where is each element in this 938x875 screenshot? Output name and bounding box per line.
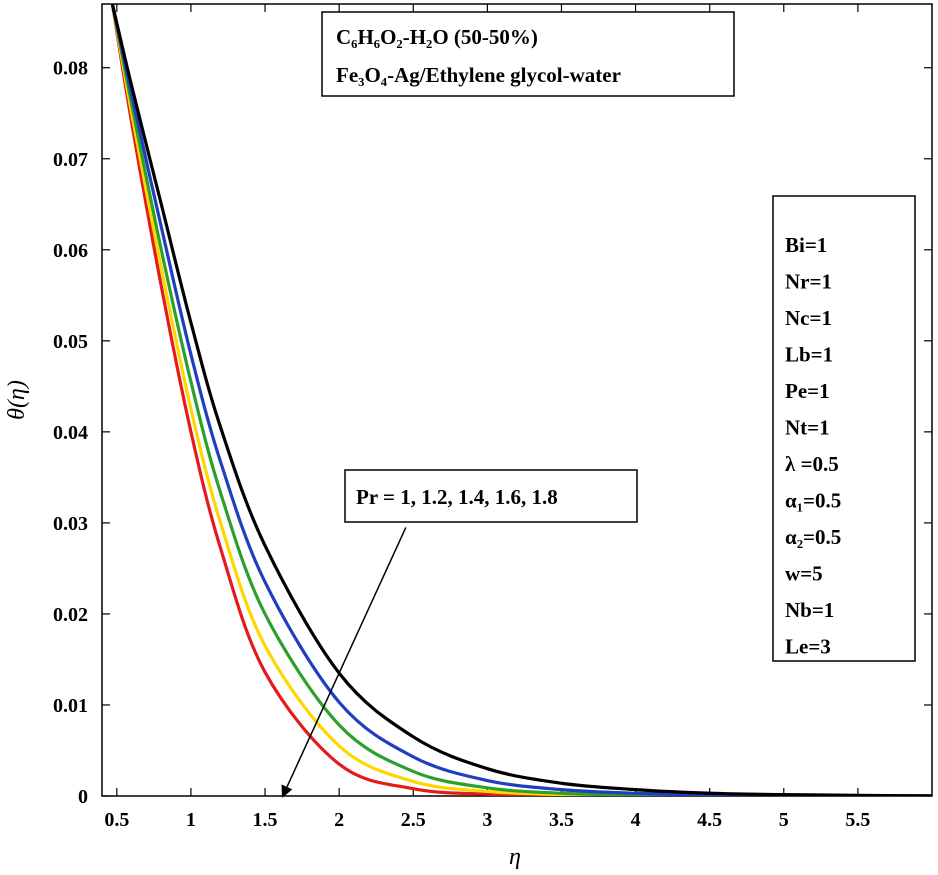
x-tick-label: 0.5 xyxy=(104,809,129,831)
parameter-box-frame xyxy=(772,195,916,662)
y-tick-label: 0 xyxy=(78,786,88,808)
parameter-entry: λ =0.5 xyxy=(785,452,839,476)
y-tick-label: 0.06 xyxy=(53,240,88,262)
parameter-entry: w=5 xyxy=(785,562,823,586)
title-line-1: C₆H₆O₂-H₂O (50-50%) xyxy=(336,25,538,49)
x-tick-label: 4 xyxy=(631,809,641,831)
parameter-entry: Nc=1 xyxy=(785,306,832,330)
x-tick-label: 2 xyxy=(334,809,344,831)
y-tick-label: 0.02 xyxy=(53,604,88,626)
parameter-entry: Lb=1 xyxy=(785,343,833,367)
x-tick-label: 3 xyxy=(482,809,492,831)
annotation-text: Pr = 1, 1.2, 1.4, 1.6, 1.8 xyxy=(356,485,558,509)
annotation-box xyxy=(344,469,638,523)
x-tick-label: 5.5 xyxy=(845,809,870,831)
x-tick-label: 4.5 xyxy=(697,809,722,831)
title-box: C₆H₆O₂-H₂O (50-50%) Fe₃O₄-Ag/Ethylene gl… xyxy=(321,11,735,97)
parameter-entry: Nr=1 xyxy=(785,270,832,294)
parameter-entry: α₂=0.5 xyxy=(785,525,841,549)
series-group xyxy=(110,4,932,796)
x-tick-label: 1.5 xyxy=(253,809,278,831)
y-tick-label: 0.05 xyxy=(53,331,88,353)
title-box-frame xyxy=(321,11,735,97)
title-line-2: Fe₃O₄-Ag/Ethylene glycol-water xyxy=(336,63,621,87)
series-line-1 xyxy=(110,4,932,796)
y-tick-label: 0.01 xyxy=(53,695,88,717)
y-tick-label: 0.08 xyxy=(53,58,88,80)
y-tick-label: 0.04 xyxy=(53,422,88,444)
x-tick-label: 2.5 xyxy=(401,809,426,831)
series-line-5 xyxy=(110,4,932,796)
annotation: Pr = 1, 1.2, 1.4, 1.6, 1.8 xyxy=(281,469,638,798)
x-tick-label: 3.5 xyxy=(549,809,574,831)
parameter-entry: Le=3 xyxy=(785,635,831,659)
parameter-entry: Nb=1 xyxy=(785,598,834,622)
parameter-entry: Nt=1 xyxy=(785,416,830,440)
x-tick-label: 5 xyxy=(779,809,789,831)
annotation-arrow xyxy=(281,527,407,798)
x-axis-label: η xyxy=(509,844,521,870)
y-axis-ticks: 0 0.01 0.02 0.03 0.04 0.05 0.06 0.07 0.08 xyxy=(53,58,932,808)
parameter-box: Bi=1 Nr=1 Nc=1 Lb=1 Pe=1 Nt=1 λ =0.5 α₁=0.5 α₂=0… xyxy=(772,195,916,662)
parameter-entry: Pe=1 xyxy=(785,379,830,403)
parameter-entry: Bi=1 xyxy=(785,233,827,257)
x-tick-label: 1 xyxy=(186,809,196,831)
y-tick-label: 0.07 xyxy=(53,149,88,171)
parameter-entry: α₁=0.5 xyxy=(785,489,841,513)
y-tick-label: 0.03 xyxy=(53,513,88,535)
y-axis-label: θ(η) xyxy=(4,380,30,420)
